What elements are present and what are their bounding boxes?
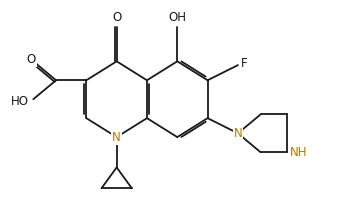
Text: OH: OH bbox=[168, 11, 186, 24]
Text: HO: HO bbox=[11, 95, 29, 108]
Text: F: F bbox=[241, 57, 247, 70]
Text: NH: NH bbox=[290, 146, 308, 159]
Text: O: O bbox=[27, 53, 36, 66]
Text: N: N bbox=[234, 127, 242, 140]
Text: O: O bbox=[112, 11, 121, 24]
Text: N: N bbox=[112, 131, 121, 144]
